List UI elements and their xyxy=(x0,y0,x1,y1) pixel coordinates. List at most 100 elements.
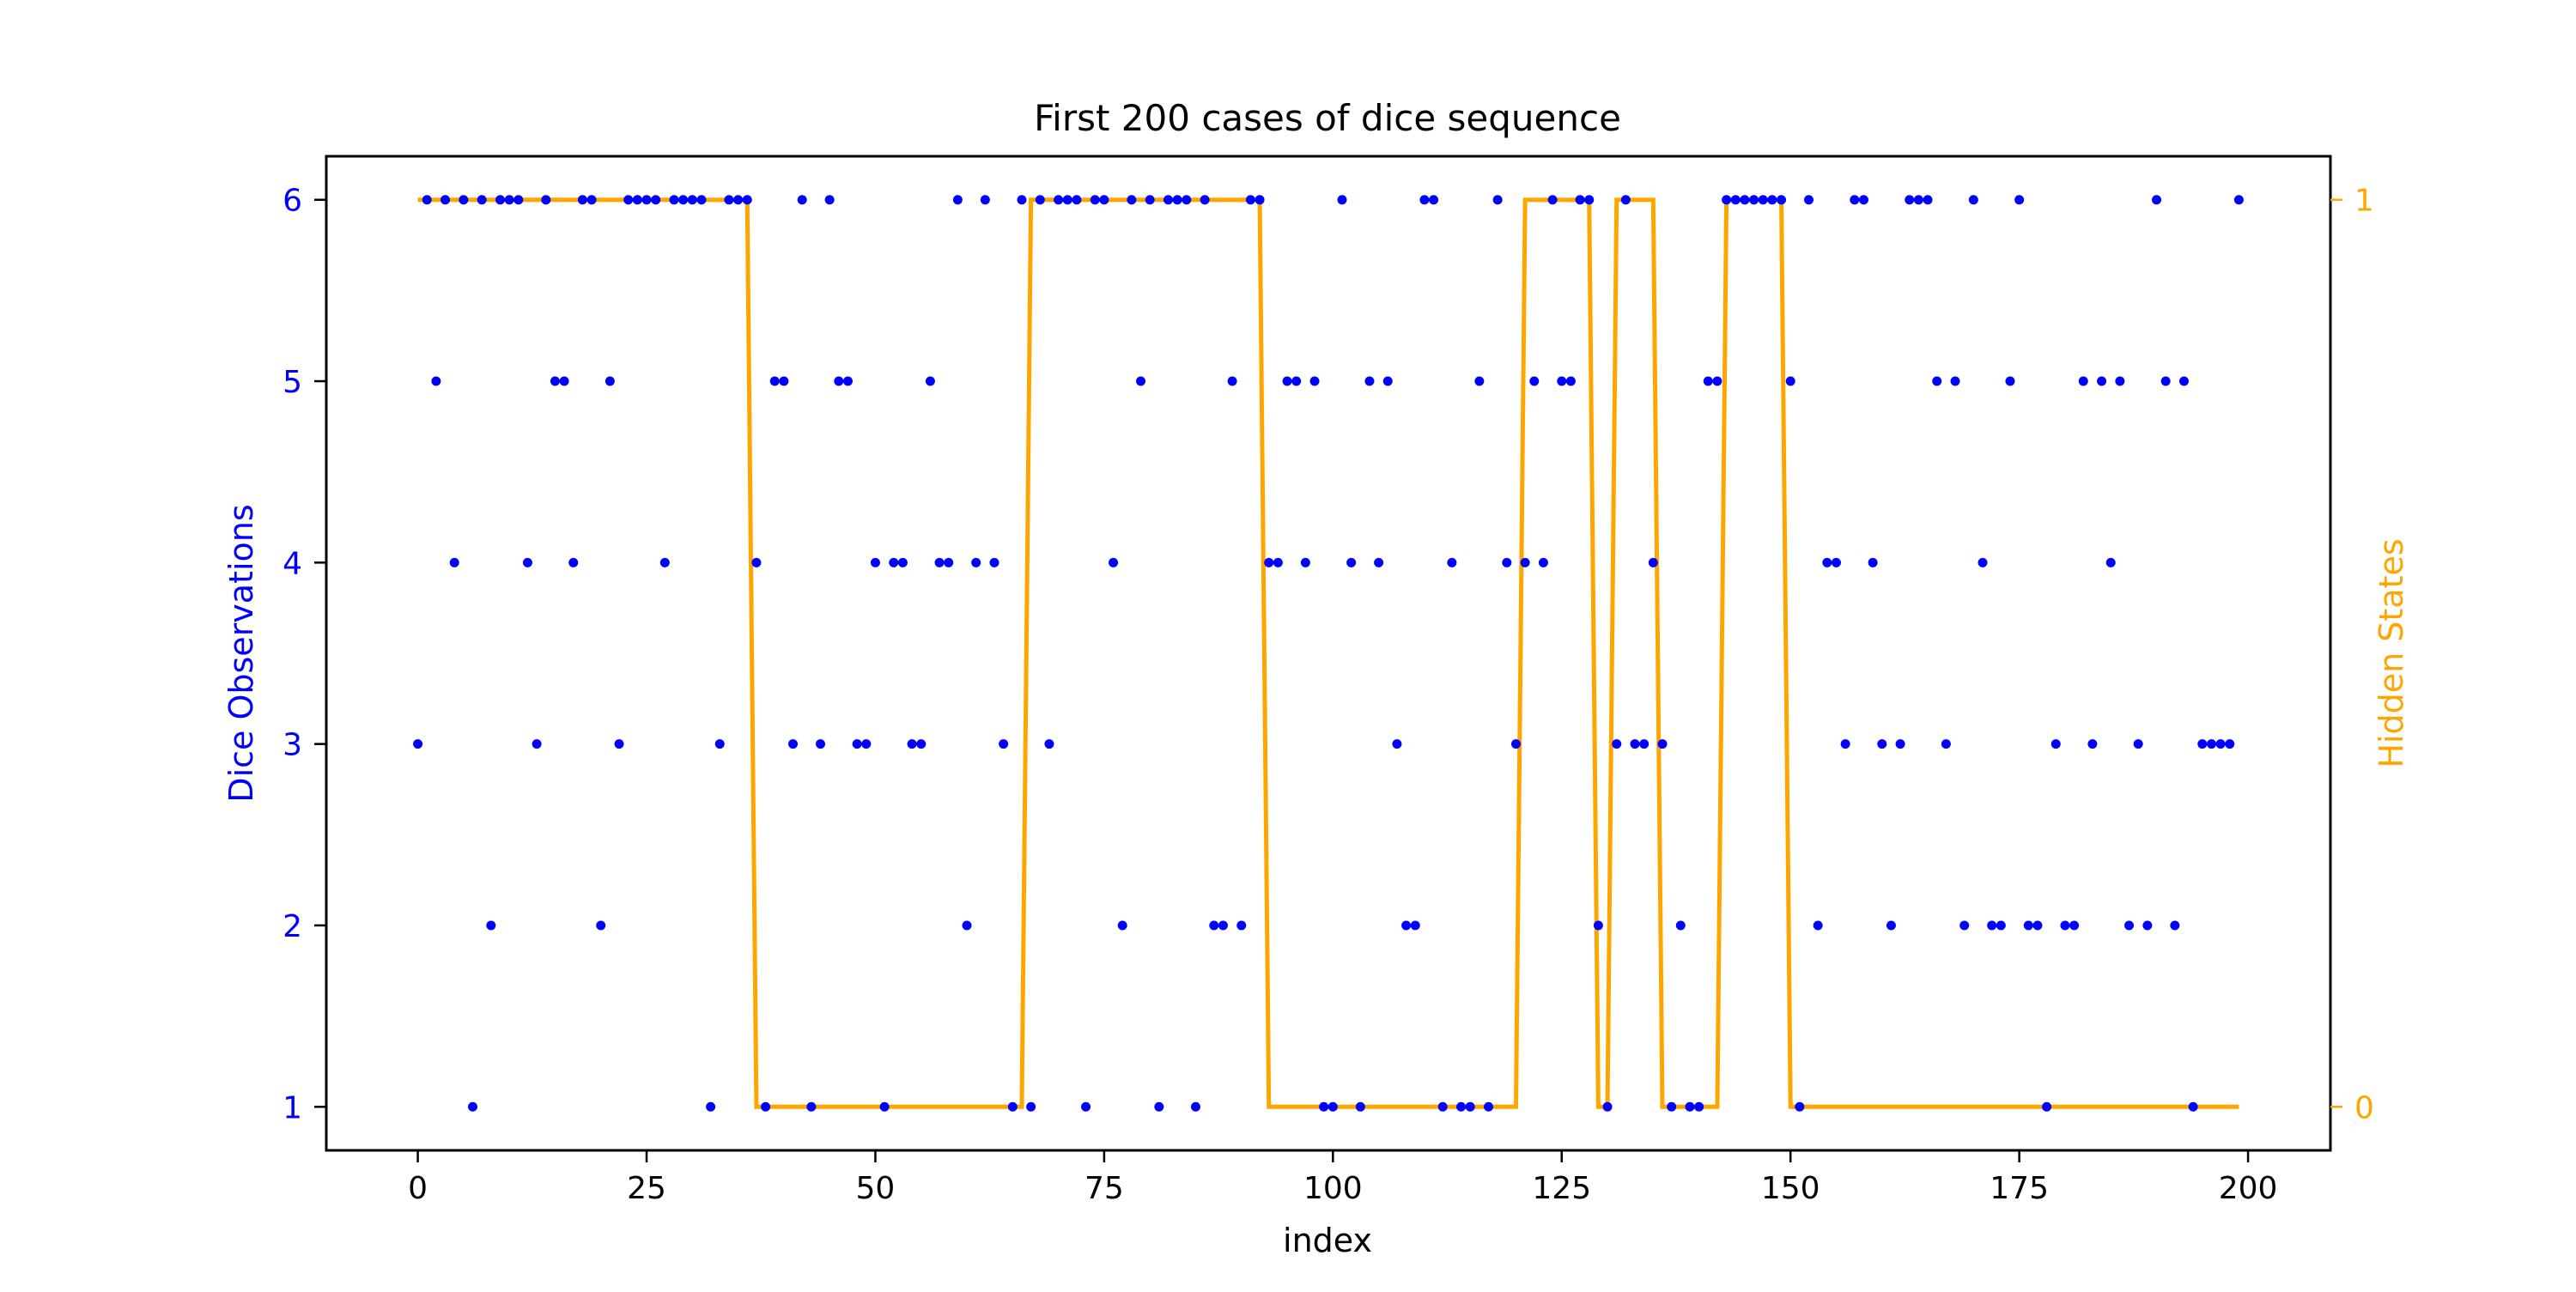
observation-point xyxy=(788,739,799,749)
observation-point xyxy=(962,920,972,931)
observation-point xyxy=(1557,376,1567,386)
observation-point xyxy=(1136,376,1146,386)
observation-point xyxy=(2124,920,2135,931)
observation-point xyxy=(1538,557,1548,567)
y-left-tick-label: 4 xyxy=(283,546,302,581)
observation-point xyxy=(641,195,652,205)
observation-point xyxy=(2042,1101,2052,1112)
observation-point xyxy=(980,195,990,205)
observation-point xyxy=(422,195,432,205)
y-right-tick-label: 0 xyxy=(2354,1090,2374,1125)
observation-point xyxy=(1923,195,1933,205)
observation-point xyxy=(1667,1101,1677,1112)
observation-point xyxy=(659,557,670,567)
observation-point xyxy=(669,195,679,205)
observation-point xyxy=(2023,920,2033,931)
observation-point xyxy=(751,557,762,567)
observation-point xyxy=(1127,195,1137,205)
observation-point xyxy=(889,557,899,567)
x-tick-label: 100 xyxy=(1303,1171,1363,1206)
observation-point xyxy=(1685,1101,1695,1112)
y-right-tick-label: 1 xyxy=(2354,184,2374,219)
observation-point xyxy=(1337,195,1347,205)
observation-point xyxy=(1154,1101,1164,1112)
observation-point xyxy=(1850,195,1860,205)
observation-point xyxy=(1236,920,1247,931)
observation-point xyxy=(2233,195,2244,205)
observation-point xyxy=(1730,195,1741,205)
observation-point xyxy=(1648,557,1658,567)
observation-point xyxy=(1593,920,1603,931)
observation-point xyxy=(1777,195,1787,205)
observation-point xyxy=(816,739,826,749)
observation-point xyxy=(779,376,789,386)
observation-point xyxy=(1703,376,1713,386)
observation-point xyxy=(459,195,469,205)
observation-point xyxy=(1502,557,1512,567)
observation-point xyxy=(1145,195,1155,205)
chart-title: First 200 cases of dice sequence xyxy=(1034,97,1621,139)
observation-point xyxy=(1584,195,1595,205)
observation-point xyxy=(1492,195,1503,205)
observation-point xyxy=(2032,920,2043,931)
observation-point xyxy=(413,739,423,749)
observation-point xyxy=(1456,1101,1467,1112)
observation-point xyxy=(2142,920,2153,931)
observation-point xyxy=(1749,195,1759,205)
observation-point xyxy=(449,557,459,567)
y-axis-left-label: Dice Observations xyxy=(222,504,260,802)
observation-point xyxy=(916,739,927,749)
observation-point xyxy=(1657,739,1668,749)
observation-point xyxy=(2087,739,2098,749)
observation-point xyxy=(1840,739,1850,749)
x-tick-label: 75 xyxy=(1084,1171,1124,1206)
observation-point xyxy=(1081,1101,1091,1112)
observation-point xyxy=(1264,557,1274,567)
observation-point xyxy=(733,195,744,205)
observation-point xyxy=(769,376,780,386)
observation-point xyxy=(2078,376,2088,386)
observation-point xyxy=(1227,376,1237,386)
observation-point xyxy=(897,557,908,567)
observation-point xyxy=(861,739,872,749)
observation-point xyxy=(1932,376,1942,386)
observation-point xyxy=(2005,376,2015,386)
observation-point xyxy=(605,376,615,386)
observation-point xyxy=(568,557,579,567)
y-left-tick-label: 3 xyxy=(283,728,302,763)
observation-point xyxy=(1474,376,1485,386)
observation-point xyxy=(513,195,524,205)
observation-point xyxy=(2069,920,2080,931)
observation-point xyxy=(1044,739,1054,749)
observation-point xyxy=(1392,739,1402,749)
observation-point xyxy=(1868,557,1878,567)
observation-point xyxy=(1941,739,1951,749)
observation-point xyxy=(724,195,734,205)
observation-point xyxy=(2215,739,2226,749)
x-tick-label: 125 xyxy=(1532,1171,1591,1206)
observation-point xyxy=(824,195,835,205)
observation-point xyxy=(1804,195,1814,205)
observation-point xyxy=(495,195,505,205)
observation-point xyxy=(1996,920,2006,931)
observation-point xyxy=(971,557,981,567)
observation-point xyxy=(2178,376,2189,386)
observation-point xyxy=(1099,195,1109,205)
observation-point xyxy=(944,557,954,567)
observation-point xyxy=(1758,195,1768,205)
observation-point xyxy=(1419,195,1430,205)
observation-point xyxy=(2225,739,2235,749)
observation-point xyxy=(1895,739,1905,749)
observation-point xyxy=(1062,195,1072,205)
observation-point xyxy=(1007,1101,1018,1112)
observation-point xyxy=(1245,195,1255,205)
observation-point xyxy=(1382,376,1393,386)
observation-point xyxy=(1346,557,1357,567)
x-tick-label: 50 xyxy=(856,1171,896,1206)
x-tick-label: 25 xyxy=(627,1171,666,1206)
observation-point xyxy=(1218,920,1228,931)
plot-frame xyxy=(325,155,2332,1152)
observation-point xyxy=(842,376,853,386)
